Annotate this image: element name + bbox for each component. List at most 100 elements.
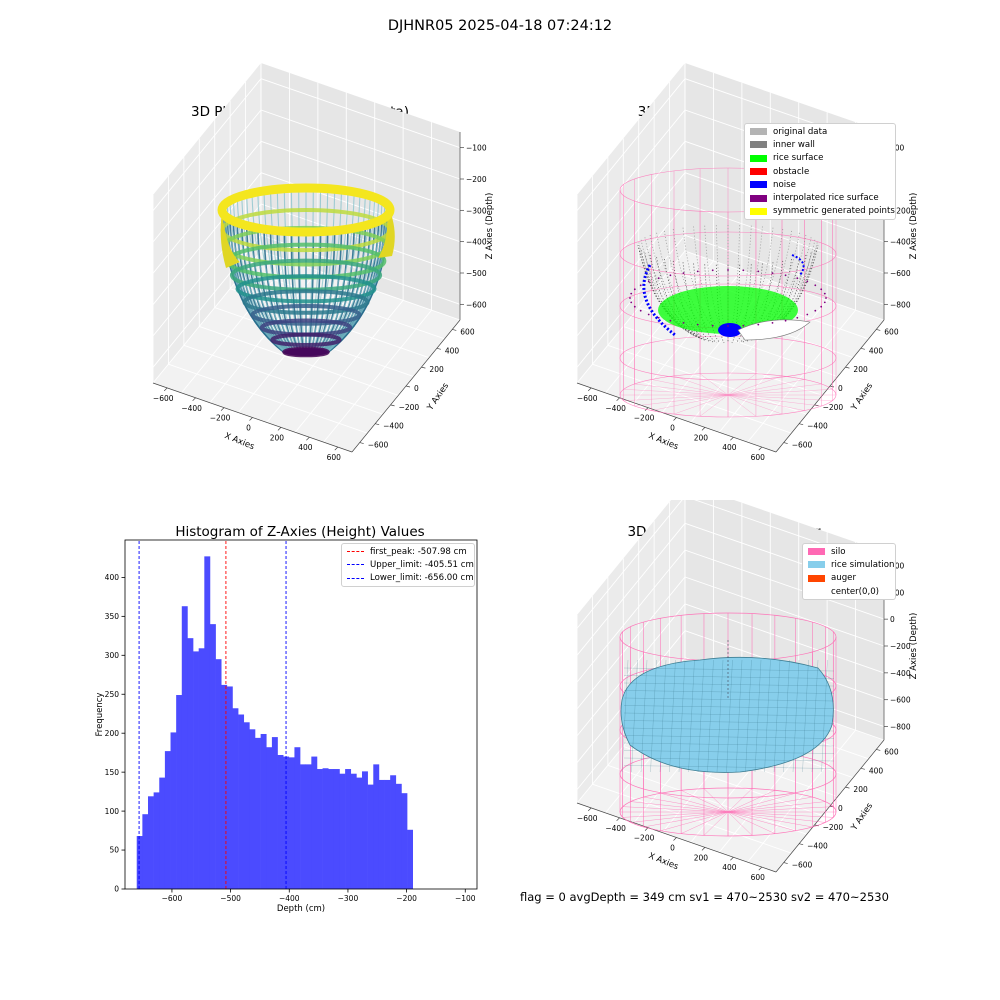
y-tick-label: 400 <box>869 766 884 775</box>
y-tick <box>452 329 457 331</box>
surface-mesh <box>650 659 657 773</box>
interpolated-points <box>742 269 745 272</box>
histogram-bar <box>362 771 368 889</box>
legend-item: obstacle <box>745 165 895 178</box>
z-tick-label: 400 <box>890 561 905 570</box>
y-tick-label: −200 <box>823 403 844 412</box>
surface-mesh <box>659 659 667 773</box>
auger-gap <box>737 319 811 341</box>
silo-rib <box>727 379 805 396</box>
y-tick-label: −600 <box>792 441 813 450</box>
legend-swatch <box>750 154 767 162</box>
legend-line <box>347 577 364 579</box>
x-tick-label: −600 <box>577 394 598 403</box>
silo-rib <box>727 811 813 828</box>
interpolated-points <box>825 297 827 299</box>
grid-line <box>199 326 399 396</box>
legend-item: auger <box>803 572 895 585</box>
z-tick-label: −600 <box>466 300 487 309</box>
interpolated-points <box>669 274 672 277</box>
interpolated-points <box>820 305 823 308</box>
grid-line <box>576 603 885 737</box>
interpolated-points <box>630 301 633 304</box>
y-tick-label: 0 <box>838 384 843 393</box>
surface-mesh <box>716 659 724 773</box>
histogram-bar <box>232 708 239 889</box>
surface-mesh <box>764 659 771 773</box>
x-tick <box>163 387 168 392</box>
legend-swatch <box>808 574 825 582</box>
histogram-bar <box>142 814 149 889</box>
silo-rib <box>727 801 826 813</box>
x-tick <box>730 436 734 441</box>
silo-rib <box>623 394 729 401</box>
histogram-bar <box>350 773 357 889</box>
x-tick-label: −200 <box>634 834 655 843</box>
grid-line <box>323 309 432 443</box>
surface-mesh <box>811 659 819 773</box>
legend-item: first_peak: -507.98 cm <box>342 545 474 558</box>
grid-line <box>576 203 885 337</box>
x-axis-label: X Axies <box>223 431 256 452</box>
interpolated-points <box>757 323 760 326</box>
x-tick-label: 400 <box>722 863 737 872</box>
z-tick-label: −800 <box>890 300 911 309</box>
y-tick <box>829 385 835 388</box>
interpolated-points <box>823 301 826 304</box>
x-tick-label: −200 <box>210 414 231 423</box>
legend-item: rice simulation <box>803 558 895 571</box>
interpolated-points <box>630 292 633 295</box>
silo-rib <box>681 811 729 834</box>
x-tick-label: −400 <box>605 824 626 833</box>
y-tick <box>876 749 881 751</box>
surface-mesh <box>631 659 638 773</box>
x-tick-label: 600 <box>751 873 766 882</box>
x-tick-label: −600 <box>162 894 183 903</box>
interpolated-points <box>784 319 787 322</box>
histogram-bar <box>181 606 188 889</box>
silo-rib <box>703 811 729 836</box>
legend-item: inner wall <box>745 138 895 151</box>
histogram-bar <box>395 783 402 889</box>
panel3-title: Histogram of Z-Axies (Height) Values <box>175 524 425 540</box>
silo-rib <box>727 394 805 411</box>
histogram-bar <box>260 733 267 889</box>
histogram-bar <box>249 729 256 889</box>
z-tick-label: 0 <box>890 615 895 624</box>
x-tick <box>587 387 592 392</box>
y-tick-label: 200 <box>853 365 868 374</box>
interpolated-points <box>657 277 660 280</box>
interpolated-points <box>727 325 729 327</box>
y-tick-label: 0 <box>414 384 419 393</box>
silo-rib <box>727 811 753 836</box>
interpolated-points <box>727 269 729 271</box>
interpolated-points <box>771 272 774 274</box>
y-tick-label: 200 <box>853 785 868 794</box>
silo-rib <box>634 383 729 396</box>
surface-bottom <box>284 348 328 356</box>
histogram-bar <box>339 773 346 889</box>
histogram-bar <box>401 793 408 889</box>
surface-mesh <box>623 697 835 702</box>
silo-rib <box>681 790 729 813</box>
left-pane <box>577 500 685 803</box>
z-tick-label: −500 <box>466 269 487 278</box>
z-tick-label: −200 <box>890 206 911 215</box>
histogram-bars <box>136 556 413 889</box>
depth-histogram: −600 −500 −400 −300 −200 −100 0 50 100 150 200 250 3… <box>95 539 478 914</box>
y-tick-label: −200 <box>823 823 844 832</box>
silo-rib <box>727 790 775 813</box>
legend-swatch <box>750 141 767 149</box>
surface-mesh <box>623 765 835 769</box>
y-tick-label: −400 <box>807 842 828 851</box>
z-tick-label: −200 <box>466 175 487 184</box>
silo-rib <box>727 375 783 396</box>
histogram-legend: first_peak: -507.98 cm Upper_limit: -405.… <box>341 543 475 587</box>
legend-item: rice surface <box>745 152 895 165</box>
x-tick-label: −400 <box>605 404 626 413</box>
surface-mesh <box>623 690 835 694</box>
histogram-bar <box>170 732 177 889</box>
legend-item: silo <box>803 545 895 558</box>
interpolated-points <box>682 272 685 274</box>
y-tick-label: 600 <box>460 327 475 336</box>
